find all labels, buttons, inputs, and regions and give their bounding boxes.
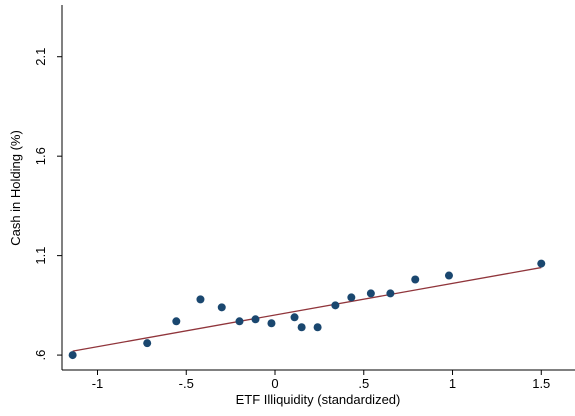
point bbox=[537, 259, 546, 268]
point bbox=[366, 289, 375, 298]
point bbox=[331, 301, 340, 310]
point bbox=[444, 271, 453, 280]
point bbox=[290, 313, 299, 322]
point bbox=[411, 275, 420, 284]
x-tick-label: 1.5 bbox=[532, 376, 550, 391]
point bbox=[235, 317, 244, 326]
x-tick-label: 1 bbox=[449, 376, 456, 391]
y-tick-label: 2.1 bbox=[33, 48, 48, 66]
fit-line bbox=[72, 266, 542, 352]
x-tick-label: .5 bbox=[358, 376, 369, 391]
y-tick-label: 1.6 bbox=[33, 147, 48, 165]
point bbox=[267, 319, 276, 328]
x-axis-label: ETF Illiquidity (standardized) bbox=[236, 392, 401, 407]
point bbox=[297, 323, 306, 332]
point bbox=[68, 351, 77, 360]
point bbox=[386, 289, 395, 298]
y-tick-label: .6 bbox=[33, 350, 48, 361]
point bbox=[251, 315, 260, 324]
y-tick-label: 1.1 bbox=[33, 247, 48, 265]
x-tick-label: -.5 bbox=[179, 376, 194, 391]
x-tick-label: 0 bbox=[271, 376, 278, 391]
y-axis-label: Cash in Holding (%) bbox=[8, 130, 23, 246]
point bbox=[172, 317, 181, 326]
point bbox=[196, 295, 205, 304]
point bbox=[217, 303, 226, 312]
x-tick-label: -1 bbox=[92, 376, 104, 391]
point bbox=[143, 339, 152, 348]
point bbox=[313, 323, 322, 332]
point bbox=[347, 293, 356, 302]
